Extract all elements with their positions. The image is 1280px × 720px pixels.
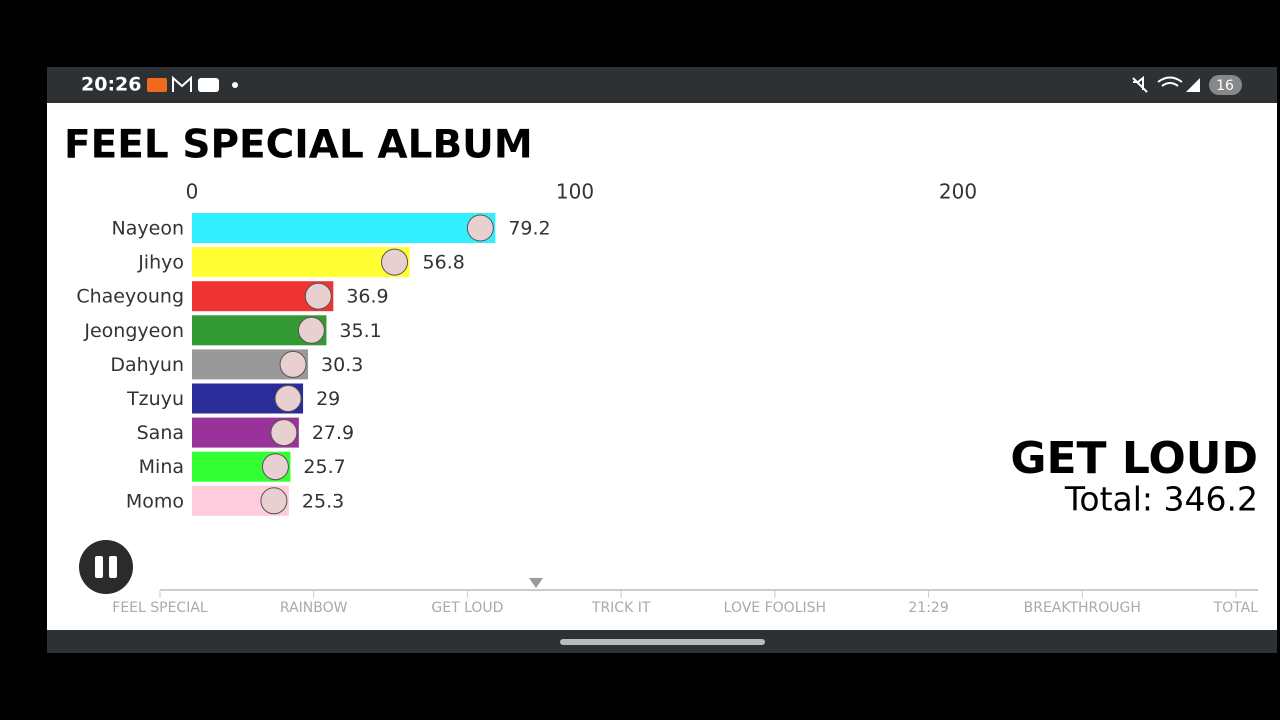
bar <box>192 247 410 278</box>
icon <box>1157 76 1183 87</box>
y-tick-label: Tzuyu <box>126 388 184 410</box>
y-tick-label: Jeongyeon <box>83 320 184 342</box>
pause-bar[interactable] <box>95 556 103 578</box>
x-tick-label: 200 <box>939 180 977 204</box>
value-label: 25.7 <box>303 456 345 478</box>
value-label: 35.1 <box>339 320 381 342</box>
icon <box>172 75 192 92</box>
y-tick-label: Jihyo <box>137 252 184 274</box>
total: Total: 346.2 <box>1064 480 1258 519</box>
avatar <box>466 214 494 242</box>
value-label: 36.9 <box>346 286 388 308</box>
avatar <box>381 248 409 276</box>
x-tick-label: 0 <box>186 180 199 204</box>
timeline-label: TRICK IT <box>591 600 651 616</box>
avatar <box>260 487 288 515</box>
y-tick-label: Dahyun <box>110 354 184 376</box>
pause-circle[interactable] <box>79 540 133 594</box>
timeline-label: 21:29 <box>908 600 948 616</box>
x-tick-label: 100 <box>556 180 594 204</box>
timeline-label: FEEL SPECIAL <box>112 600 208 616</box>
avatar <box>304 282 332 310</box>
value-label: 56.8 <box>423 252 465 274</box>
battery-level: 16 <box>1216 78 1234 94</box>
avatar <box>297 316 325 344</box>
battery <box>1209 75 1242 95</box>
bar <box>192 213 496 243</box>
value-label: 29 <box>316 388 340 410</box>
y-tick-label: Mina <box>139 456 184 478</box>
icon <box>232 82 238 88</box>
icon <box>1186 78 1200 92</box>
status-bar <box>47 67 1277 103</box>
y-tick-label: Chaeyoung <box>76 286 184 308</box>
avatar <box>274 385 302 412</box>
value-label: 79.2 <box>508 218 550 240</box>
timeline-label: GET LOUD <box>431 600 503 616</box>
timeline-label: RAINBOW <box>280 600 348 616</box>
avatar <box>279 350 307 378</box>
timeline-label: LOVE FOOLISH <box>724 600 826 616</box>
value-label: 30.3 <box>321 354 363 376</box>
pause-button[interactable] <box>79 540 133 594</box>
timeline-marker <box>529 578 543 588</box>
avatar <box>261 453 289 481</box>
pause-bar[interactable] <box>109 556 117 578</box>
value-label: 27.9 <box>312 422 354 444</box>
timeline-label: TOTAL <box>1213 600 1259 616</box>
clock: 20:26 <box>81 74 141 96</box>
timeline-label: BREAKTHROUGH <box>1024 600 1141 616</box>
avatar <box>270 419 298 447</box>
value-label: 25.3 <box>302 490 344 512</box>
icon <box>147 78 167 92</box>
y-tick-label: Momo <box>126 490 184 512</box>
icon <box>198 78 219 92</box>
home-pill <box>560 639 765 645</box>
caption: GET LOUD <box>1010 433 1258 484</box>
chart-title: FEEL SPECIAL ALBUM <box>64 123 533 168</box>
y-tick-label: Nayeon <box>112 218 184 240</box>
icon <box>1132 75 1148 93</box>
y-tick-label: Sana <box>137 422 184 444</box>
